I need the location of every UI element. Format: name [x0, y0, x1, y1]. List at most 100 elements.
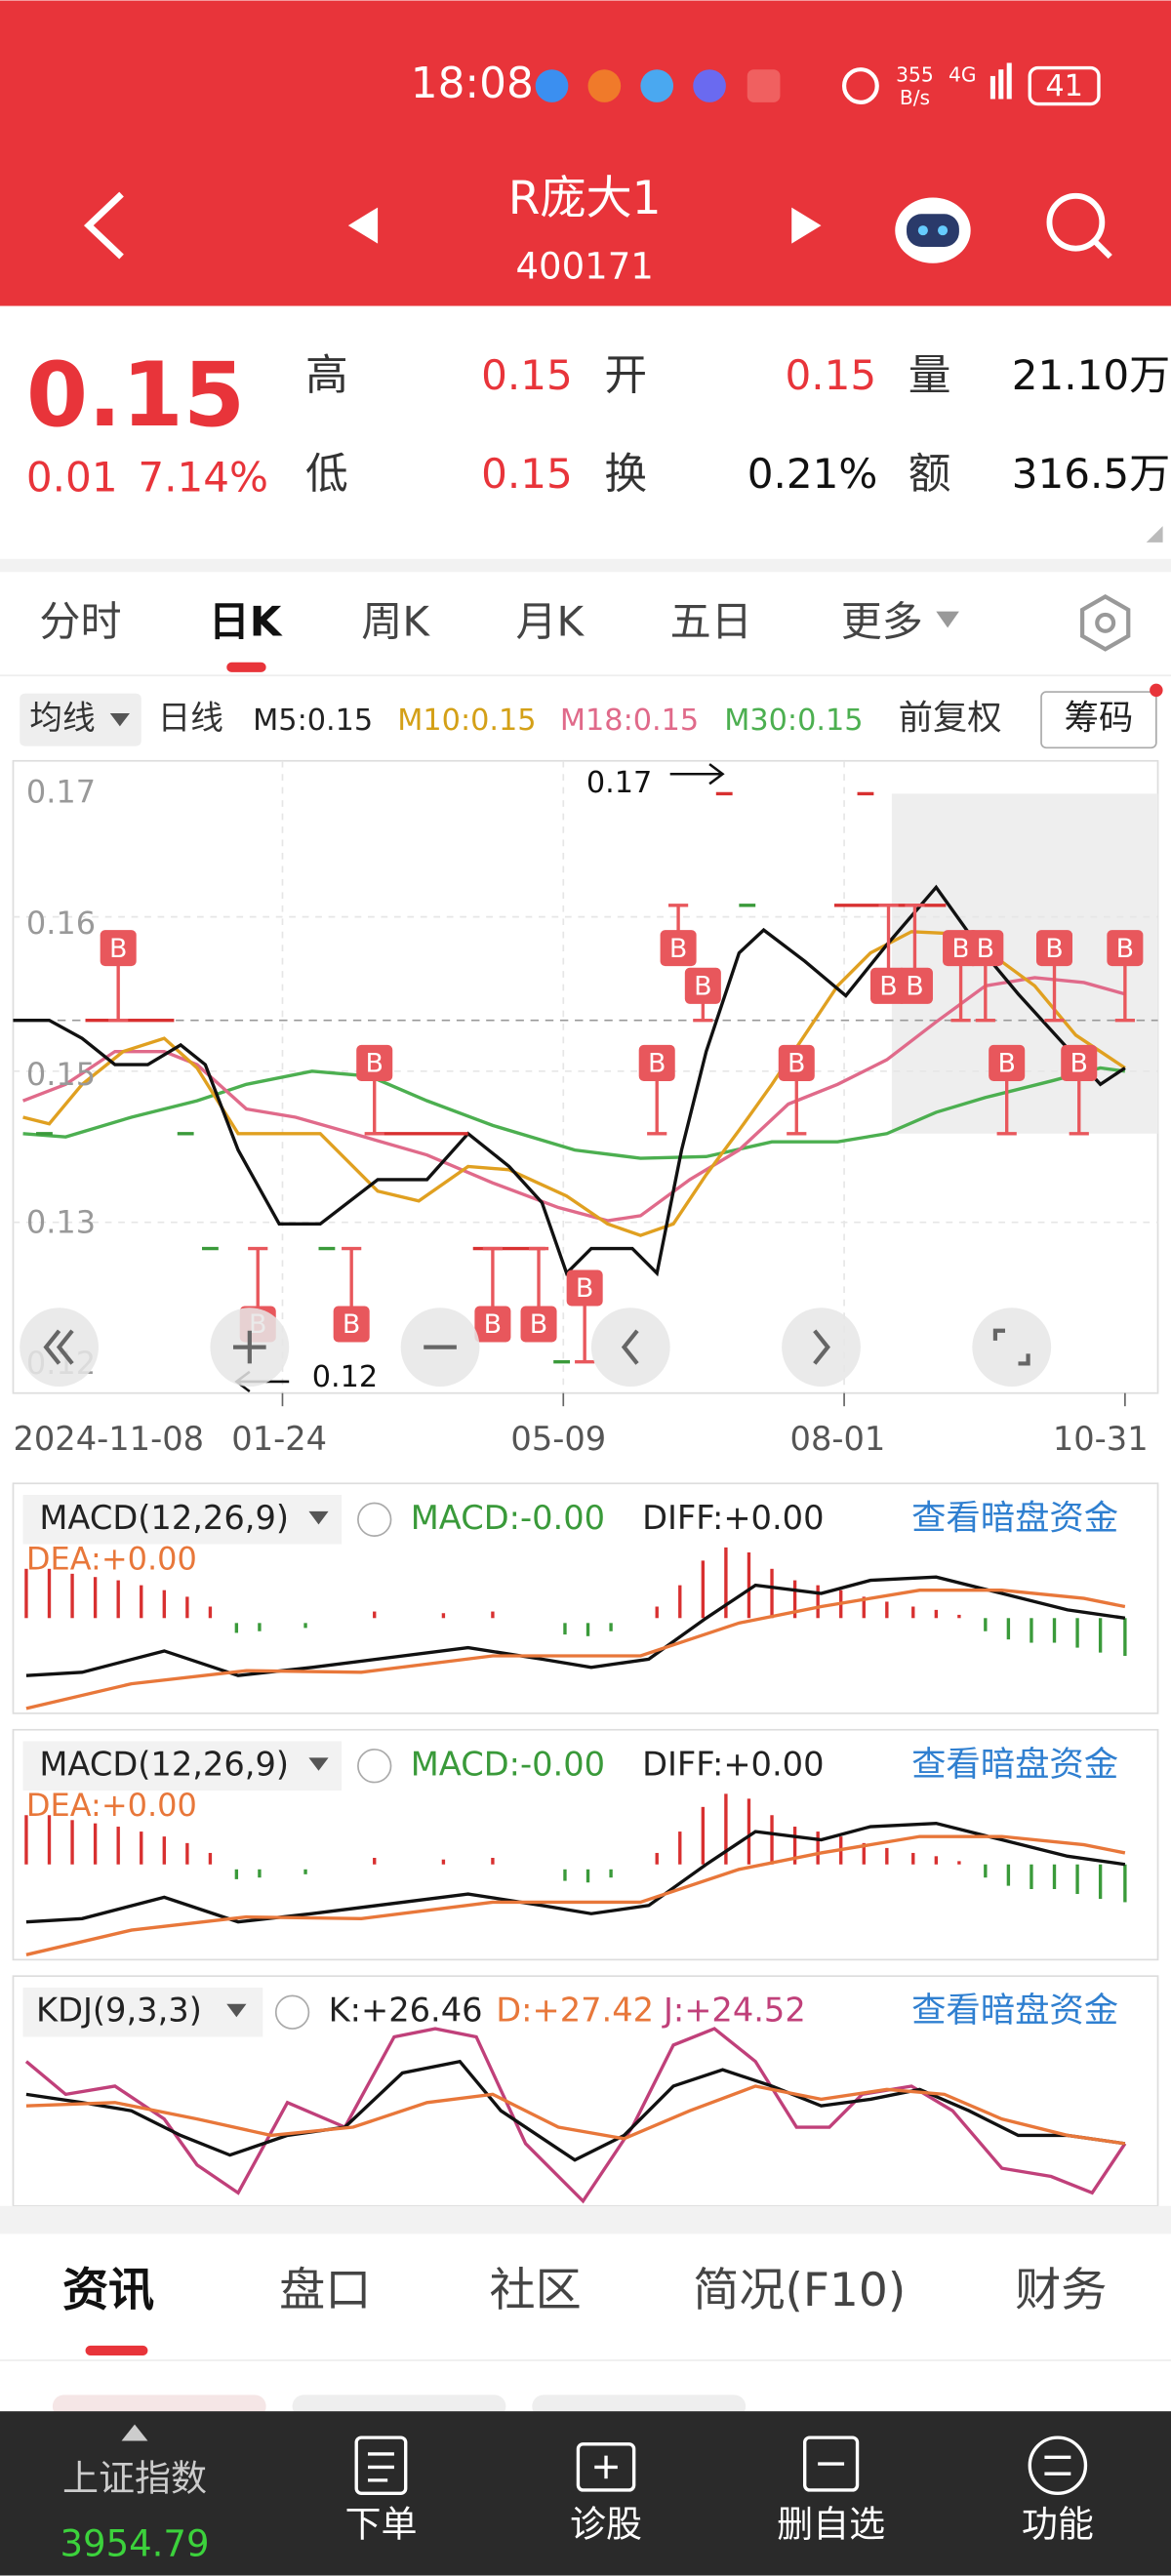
robot-button[interactable] — [895, 197, 971, 263]
shape — [813, 1329, 830, 1365]
status-battery: 41 — [1045, 69, 1083, 103]
next-stock[interactable] — [791, 207, 822, 244]
dark-pool-link[interactable]: 查看暗盘资金 — [911, 1991, 1118, 2031]
high-arrow — [669, 763, 725, 785]
shape — [13, 884, 1126, 1277]
dark-pool-link[interactable]: 查看暗盘资金 — [911, 1745, 1118, 1785]
marker-label: B — [530, 1309, 547, 1340]
dea-value: DEA:+0.00 — [26, 1787, 197, 1824]
help-icon[interactable] — [357, 1749, 392, 1784]
shape — [747, 69, 781, 102]
macd-name[interactable]: MACD(12,26,9) — [39, 1745, 289, 1783]
chips-box[interactable] — [1040, 691, 1157, 749]
field-value: 0.15 — [785, 351, 876, 399]
macd1-panel — [12, 1482, 1159, 1714]
kdj-name[interactable]: KDJ(9,3,3) — [36, 1992, 202, 2030]
marker-box — [474, 1306, 511, 1343]
change: 0.01 — [26, 453, 118, 501]
shape — [803, 2435, 860, 2492]
macd2-panel — [12, 1728, 1159, 1961]
field-label: 额 — [909, 450, 951, 500]
shape — [22, 930, 1126, 1237]
shape — [989, 75, 995, 100]
adjust[interactable]: 前复权 — [899, 699, 1002, 739]
marker-label: B — [879, 972, 897, 1002]
status-icons — [535, 62, 1101, 106]
dark-pool-link[interactable]: 查看暗盘资金 — [911, 1498, 1118, 1538]
marker-box — [333, 1306, 370, 1343]
shape — [1095, 612, 1116, 633]
shape — [22, 1066, 1126, 1160]
bottom-tab[interactable]: 简况(F10) — [693, 2264, 906, 2317]
nav-item[interactable]: 下单 — [344, 2504, 417, 2546]
shape — [590, 1308, 670, 1387]
dropdown — [308, 1510, 329, 1525]
shape: 资讯 盘口 社区 简况(F10) 财务 — [62, 2264, 1107, 2317]
stock-code: 400171 — [516, 245, 654, 287]
shape — [535, 69, 569, 102]
field-label: 开 — [604, 351, 647, 401]
low-label: 0.12 — [312, 1360, 378, 1394]
stock-name: R庞大1 — [508, 172, 662, 225]
kdj-d: D:+27.42 — [496, 1992, 654, 2030]
bottom-tab[interactable]: 盘口 — [279, 2264, 371, 2317]
shape — [1028, 65, 1101, 106]
status-time: 18:08 — [411, 59, 534, 108]
header-bg — [0, 0, 1171, 306]
index-arrow — [121, 2424, 148, 2441]
shape — [1093, 239, 1112, 260]
nav-item[interactable]: 删自选 — [777, 2504, 885, 2546]
nav-item[interactable]: 功能 — [1022, 2504, 1094, 2546]
settings-button[interactable] — [1080, 594, 1131, 652]
marker-label: B — [669, 934, 687, 964]
macd-name-box[interactable] — [22, 1741, 343, 1791]
shape: 2024-11-08 01-24 05-09 08-01 10-31 — [13, 1420, 1148, 1458]
shape — [621, 1329, 639, 1365]
index-name[interactable]: 上证指数 — [62, 2457, 207, 2499]
marker-label: B — [1070, 1049, 1088, 1079]
dropdown — [226, 2003, 247, 2018]
field-label: 低 — [305, 450, 348, 500]
help-icon[interactable] — [357, 1502, 392, 1537]
tab[interactable]: 分时 — [39, 598, 121, 646]
shape — [998, 69, 1004, 100]
field-value: 0.15 — [481, 450, 573, 498]
macd-name[interactable]: MACD(12,26,9) — [39, 1499, 289, 1537]
tab[interactable]: 月K — [515, 598, 585, 646]
marker-box — [566, 1269, 603, 1307]
ma10: M10:0.15 — [397, 704, 536, 738]
status-net: 4G — [949, 62, 977, 86]
marker-box — [100, 930, 137, 967]
bottom-tab[interactable]: 社区 — [490, 2264, 582, 2317]
help-icon[interactable] — [274, 1994, 310, 2030]
corner — [1146, 526, 1163, 543]
diff-value: DIFF:+0.00 — [642, 1499, 824, 1537]
bottom-tab[interactable]: 资讯 — [62, 2264, 154, 2317]
shape — [43, 1329, 74, 1365]
macd-name-box[interactable] — [22, 1495, 343, 1545]
ma-mode-box[interactable] — [20, 693, 141, 746]
back-button[interactable] — [83, 191, 124, 260]
tab[interactable]: 周K — [361, 598, 430, 646]
date-label: 05-09 — [510, 1420, 606, 1458]
y-label: 0.15 — [26, 1056, 96, 1093]
price: 0.15 — [26, 344, 245, 447]
shape — [992, 1328, 1030, 1366]
field-label: 量 — [909, 351, 951, 401]
status-speed: 355 — [896, 62, 934, 86]
tab[interactable]: 日K — [209, 598, 283, 646]
bottom-tab[interactable]: 财务 — [1015, 2264, 1107, 2317]
separator — [0, 558, 1171, 573]
prev-stock[interactable] — [347, 207, 379, 244]
tab[interactable]: 更多 — [841, 598, 923, 646]
shape — [693, 69, 726, 102]
chips[interactable]: 筹码 — [1065, 699, 1134, 739]
field-value: 0.21% — [747, 450, 878, 498]
nav-item[interactable]: 诊股 — [570, 2504, 642, 2546]
marker-label: B — [997, 1049, 1015, 1079]
ma-mode[interactable]: 均线 — [29, 699, 95, 737]
search-button[interactable] — [1046, 192, 1112, 260]
kdj-name-box[interactable] — [22, 1987, 263, 2037]
shape: BBBBBBBBBBBBBBBBBBB — [100, 904, 1144, 1364]
tab[interactable]: 五日 — [670, 598, 752, 646]
